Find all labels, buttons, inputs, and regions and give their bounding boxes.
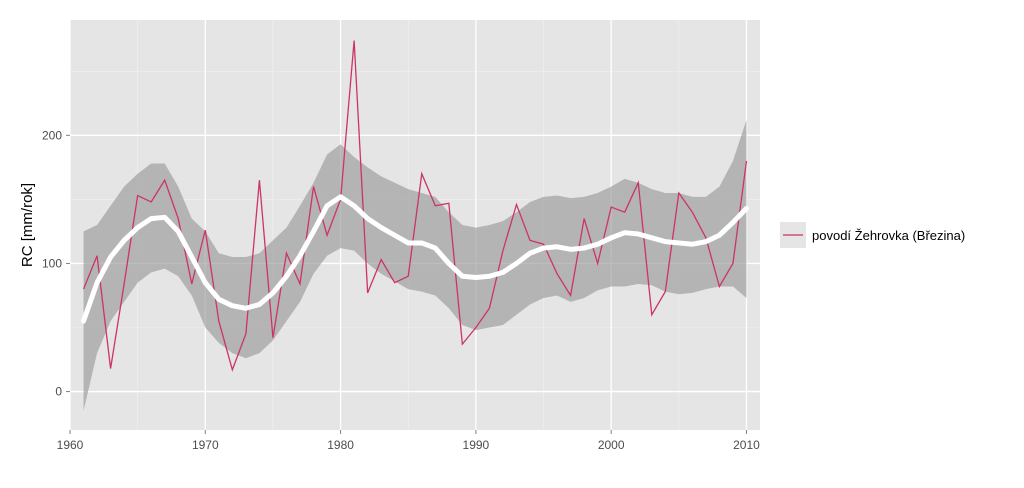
x-tick-label: 2010 bbox=[733, 438, 760, 452]
series-line bbox=[82, 40, 748, 372]
y-axis-title: RC [mm/rok] bbox=[19, 183, 36, 267]
x-tick-label: 1960 bbox=[57, 438, 84, 452]
y-tick-label: 100 bbox=[42, 256, 62, 270]
x-axis: 1960 1970 1980 1990 2000 2010 bbox=[57, 430, 760, 452]
y-tick-label: 0 bbox=[55, 385, 62, 399]
smooth-line bbox=[81, 194, 749, 324]
legend-label: povodí Žehrovka (Březina) bbox=[812, 228, 965, 243]
legend: povodí Žehrovka (Březina) bbox=[780, 222, 965, 248]
confidence-band bbox=[83, 119, 747, 411]
x-tick-label: 1990 bbox=[463, 438, 490, 452]
y-axis: 0 100 200 bbox=[42, 128, 70, 399]
y-tick-label: 200 bbox=[42, 128, 62, 142]
x-tick-label: 1980 bbox=[327, 438, 354, 452]
x-tick-label: 2000 bbox=[598, 438, 625, 452]
x-tick-label: 1970 bbox=[192, 438, 219, 452]
